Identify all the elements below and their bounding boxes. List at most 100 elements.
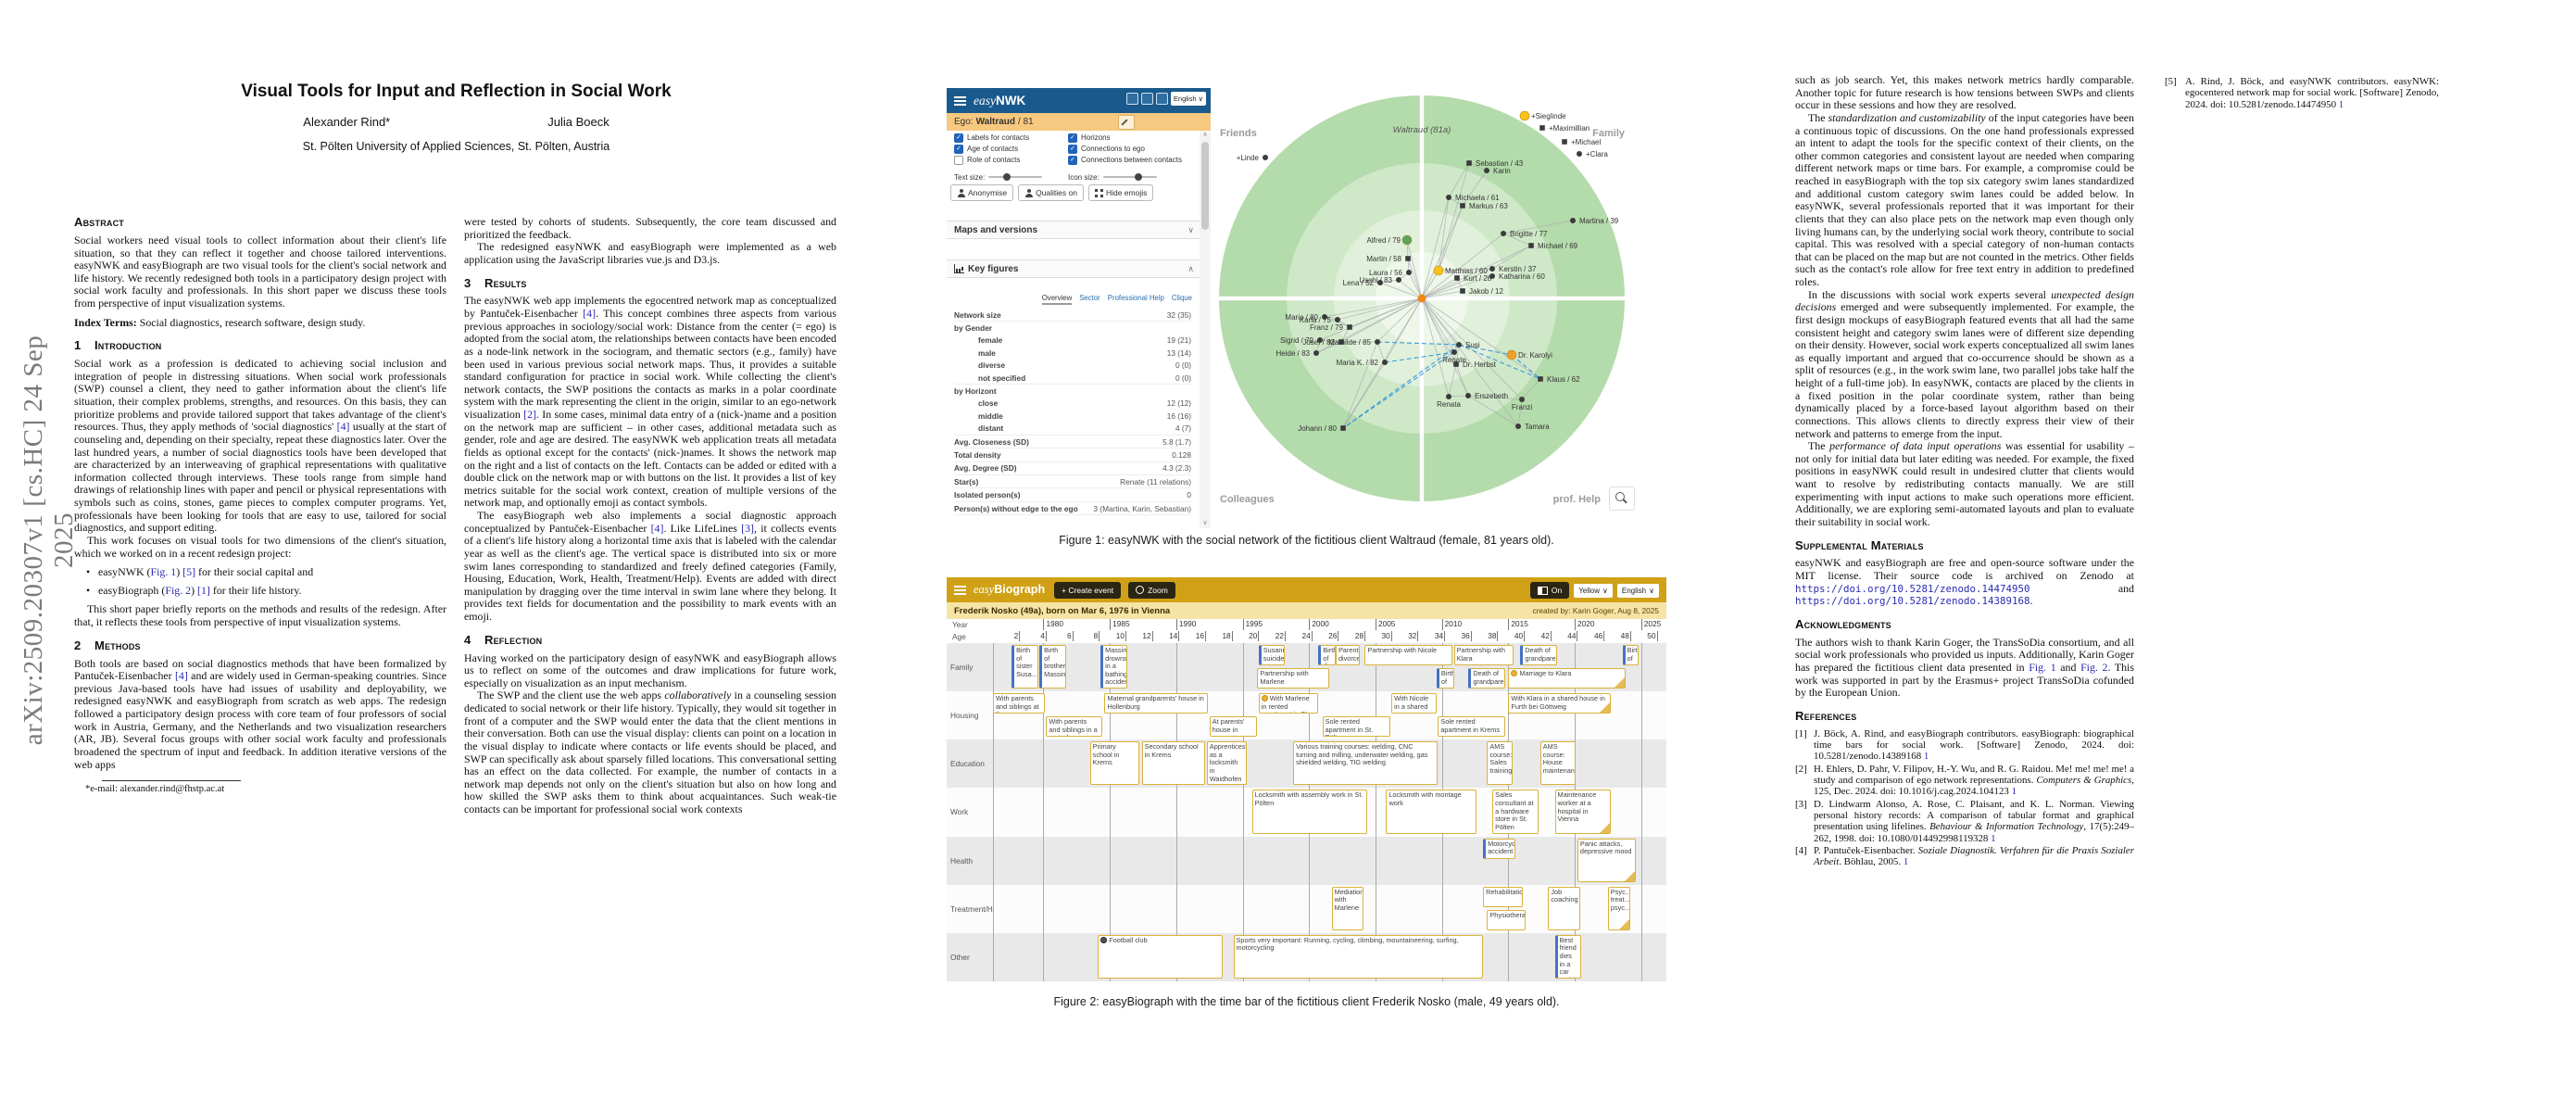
event-box[interactable]: Partnership with Marlene — [1257, 668, 1329, 689]
scroll-down-icon[interactable]: ∨ — [1202, 520, 1208, 526]
contact-node-laura[interactable]: Laura / 56 — [1369, 269, 1412, 277]
contact-node-lena[interactable]: Lena / 52 — [1343, 279, 1383, 287]
backref-link[interactable]: 1 — [2011, 786, 2017, 798]
checkbox-labels-for-contacts[interactable]: ✓ Labels for contacts — [954, 133, 1065, 143]
tab-overview[interactable]: Overview — [1041, 294, 1073, 305]
tab-clique[interactable]: Clique — [1171, 294, 1192, 302]
event-box[interactable]: Locksmith with montage work — [1386, 790, 1476, 834]
contact-node-sieglinde[interactable]: +Sieglinde — [1519, 110, 1566, 121]
edit-ego-button[interactable] — [1118, 115, 1135, 130]
event-box[interactable]: At parents' house in — [1209, 716, 1258, 738]
event-box[interactable]: Locksmith with assembly work in St. Pölt… — [1251, 790, 1368, 834]
event-box[interactable]: Panic attacks, depressive mood — [1577, 838, 1636, 882]
window-button-1[interactable] — [1125, 93, 1138, 105]
tab-sector[interactable]: Sector — [1079, 294, 1100, 302]
sidebar-scrollbar[interactable]: ∧ ∨ — [1200, 131, 1211, 528]
event-box[interactable]: Partnership with Klara — [1453, 645, 1514, 665]
contact-node-katharina[interactable]: Katharina / 60 — [1489, 272, 1545, 281]
event-box[interactable]: Partnership with Nicole — [1364, 645, 1453, 665]
citation-link[interactable]: [1] — [197, 583, 210, 597]
event-box[interactable]: Sports very important: Running, cycling,… — [1233, 934, 1484, 979]
citation-link[interactable]: [2] — [523, 408, 536, 421]
contact-node-karla[interactable]: Karla / 75 — [1300, 316, 1340, 324]
window-button-3[interactable] — [1155, 93, 1168, 105]
contact-node-clara[interactable]: +Clara — [1577, 150, 1608, 158]
event-box[interactable]: Death of grandparents ... — [1520, 645, 1558, 665]
event-box[interactable]: Rehabilitation — [1483, 886, 1524, 907]
ego-node[interactable] — [1417, 294, 1426, 303]
network-map-svg[interactable]: Friends Family Colleagues prof. Help Waltrau… — [1211, 88, 1666, 528]
contact-node-markus[interactable]: Markus / 63 — [1460, 202, 1508, 210]
doi-link[interactable]: https://doi.org/10.5281/zenodo.14389168 — [1795, 595, 2030, 608]
figure-link[interactable]: Fig. 1 — [2029, 661, 2056, 674]
citation-link[interactable]: [4] — [174, 669, 188, 683]
figure-link[interactable]: Fig. 2 — [2080, 661, 2108, 674]
network-map-panel[interactable]: Friends Family Colleagues prof. Help Waltrau… — [1211, 88, 1666, 528]
event-box[interactable]: Primary school in Krems — [1089, 741, 1139, 786]
contact-node-renata[interactable]: Renata — [1437, 394, 1461, 409]
checkbox-horizons[interactable]: ✓ Horizons — [1068, 133, 1207, 143]
contact-node-renate[interactable]: Renate — [1442, 349, 1466, 364]
figure-link[interactable]: Fig. 1 — [150, 565, 177, 579]
event-box[interactable]: Sole rented apartment in Krems — [1438, 716, 1506, 738]
event-box[interactable]: Birth of ... — [1436, 668, 1454, 689]
event-box[interactable]: Maintenance worker at a hospital in Vien… — [1554, 790, 1611, 834]
language-select[interactable]: English ∨ — [1170, 92, 1206, 106]
contact-node-martin[interactable]: Martin / 58 — [1366, 255, 1411, 263]
event-box[interactable]: Parents' divorce — [1335, 645, 1360, 665]
backref-link[interactable]: 1 — [1903, 856, 1909, 868]
contact-node-erszebeth[interactable]: Erszebeth — [1465, 392, 1508, 400]
event-box[interactable]: Job coaching — [1548, 886, 1580, 930]
contact-node-kerstin[interactable]: Kerstin / 37 — [1489, 265, 1537, 273]
contact-node-kurt[interactable]: Kurt / 28 — [1454, 274, 1492, 283]
contact-node-matthias[interactable]: Matthias / 60 — [1433, 265, 1488, 276]
doi-link[interactable]: https://doi.org/10.5281/zenodo.14474950 — [1795, 582, 2030, 595]
event-box[interactable]: Birth of ... — [1622, 645, 1639, 665]
columns-on-toggle[interactable]: On — [1529, 582, 1570, 599]
contact-node-josef[interactable]: Josef / 82 — [1302, 338, 1344, 347]
zoom-button[interactable]: Zoom — [1128, 581, 1175, 599]
language-select[interactable]: English ∨ — [1616, 583, 1659, 598]
contact-node-franz[interactable]: Franz / 79 — [1310, 323, 1352, 332]
backref-link[interactable]: 1 — [1923, 751, 1929, 763]
event-box[interactable]: Birth of d... — [1318, 645, 1336, 665]
event-box[interactable]: AMS course: Sales training — [1487, 741, 1513, 786]
contact-node-alfred[interactable]: Alfred / 79 — [1367, 234, 1413, 246]
event-box[interactable]: Sales consultant at a hardware store in … — [1492, 790, 1539, 834]
event-box[interactable]: Birth of sister Susa... — [1012, 645, 1038, 689]
citation-link[interactable]: [4] — [650, 521, 664, 535]
event-box[interactable]: Psyc... treat... psyc... — [1607, 886, 1631, 930]
backref-link[interactable]: 1 — [1991, 832, 1996, 844]
checkbox-role-of-contacts[interactable]: Role of contacts — [954, 155, 1065, 165]
event-box[interactable]: Death of grandpare... — [1468, 668, 1506, 689]
contact-node-sigrid[interactable]: Sigrid / 79 — [1280, 336, 1323, 345]
menu-icon[interactable] — [954, 95, 966, 107]
contact-node-uschi[interactable]: Uschi / 83 — [1359, 276, 1401, 284]
event-box[interactable]: With Nicole in a shared — [1391, 693, 1437, 714]
contact-node-klaus[interactable]: Klaus / 62 — [1538, 375, 1580, 384]
contact-node-jakob[interactable]: Jakob / 12 — [1460, 287, 1503, 296]
contact-node-drherbst[interactable]: Dr. Herbst — [1453, 360, 1497, 369]
event-box[interactable]: Sole rented apartment in St. Pölten — [1322, 716, 1390, 738]
checkbox-age-of-contacts[interactable]: ✓ Age of contacts — [954, 144, 1065, 154]
backref-link[interactable]: 1 — [2338, 98, 2344, 110]
event-box[interactable]: Motorcycle accident — [1483, 838, 1515, 859]
checkbox-connections-between-contacts[interactable]: ✓ Connections between contacts — [1068, 155, 1207, 165]
contact-node-michaelp[interactable]: +Michael — [1562, 138, 1601, 146]
contact-node-maria[interactable]: Maria / 80 — [1285, 313, 1327, 322]
scroll-up-icon[interactable]: ∧ — [1202, 132, 1208, 138]
event-box[interactable]: Apprenticeship as a locksmith in Waidhof… — [1206, 741, 1247, 786]
event-box[interactable]: Mediation with Marlene — [1331, 886, 1364, 930]
tab-professional-help[interactable]: Professional Help — [1107, 294, 1164, 302]
event-box[interactable]: With parents and siblings in a rented — [1046, 716, 1102, 738]
text-size-slider[interactable] — [988, 173, 1043, 181]
event-box[interactable]: Massimo drowns in a bathing accident — [1100, 645, 1127, 689]
event-box[interactable]: Susanna's suicide — [1258, 645, 1286, 665]
contact-node-brigitte[interactable]: Brigitte / 77 — [1501, 230, 1548, 238]
event-box[interactable]: Physiotherapy — [1487, 909, 1526, 930]
citation-link[interactable]: [4] — [336, 420, 350, 434]
event-box[interactable]: Football club — [1098, 934, 1224, 979]
event-box[interactable]: With Marlene in rented apartment in St. … — [1258, 693, 1319, 714]
key-figures-section[interactable]: Key figures ∧ — [947, 259, 1211, 278]
hide-emojis-button[interactable]: Hide emojis — [1087, 184, 1154, 201]
